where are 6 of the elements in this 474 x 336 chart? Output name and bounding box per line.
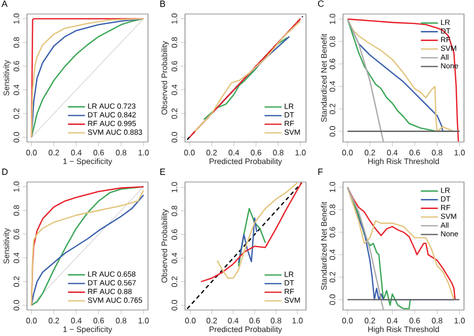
chart-title: B	[160, 0, 166, 7]
chart-title: A	[2, 0, 8, 7]
chart-title: D	[2, 168, 8, 175]
chart-title: C	[318, 0, 324, 7]
chart-title: F	[318, 168, 323, 175]
chart-title: E	[160, 168, 166, 175]
